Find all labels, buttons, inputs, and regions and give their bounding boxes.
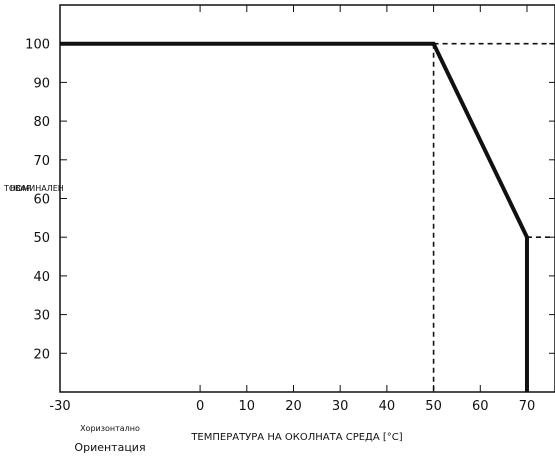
x-tick-label-50: 50 [425, 399, 442, 414]
reference-lines [432, 42, 555, 392]
y-tick-label-90: 90 [33, 76, 50, 91]
orientation-value: Хоризонтално [80, 424, 140, 433]
x-tick-label-70: 70 [519, 399, 536, 414]
x-tick-label-40: 40 [379, 399, 396, 414]
y-axis-ticks: 20 30 40 50 60 70 80 90 100 [25, 38, 67, 362]
y-tick-label-60: 60 [33, 193, 50, 208]
y-axis-label-line2: НОМИНАЛЕН [10, 184, 64, 193]
top-ticks [59, 5, 528, 12]
y-tick-label-20: 20 [33, 347, 50, 362]
plot-frame [59, 4, 555, 393]
y-tick-label-70: 70 [33, 154, 50, 169]
y-axis-label-line1: ТОВАР [3, 184, 31, 193]
y-tick-label-80: 80 [33, 115, 50, 130]
x-tick-label--30: -30 [49, 399, 70, 414]
x-tick-label-20: 20 [285, 399, 302, 414]
y-tick-label-40: 40 [33, 270, 50, 285]
y-tick-label-50: 50 [33, 231, 50, 246]
right-ticks [549, 43, 555, 354]
y-tick-label-100: 100 [25, 38, 50, 53]
x-tick-label-10: 10 [239, 399, 256, 414]
derating-curve-0 [60, 41, 529, 392]
x-axis-ticks: -30 0 10 20 30 40 50 60 70 [49, 385, 535, 414]
y-tick-label-30: 30 [33, 309, 50, 324]
orientation-label: Ориентация [74, 441, 145, 454]
x-tick-label-30: 30 [332, 399, 349, 414]
series-lines [60, 41, 529, 392]
x-tick-label-60: 60 [472, 399, 489, 414]
x-axis-label: ТЕМПЕРАТУРА НА ОКОЛНАТА СРЕДА [°C] [190, 432, 402, 443]
x-tick-label-0: 0 [196, 399, 204, 414]
